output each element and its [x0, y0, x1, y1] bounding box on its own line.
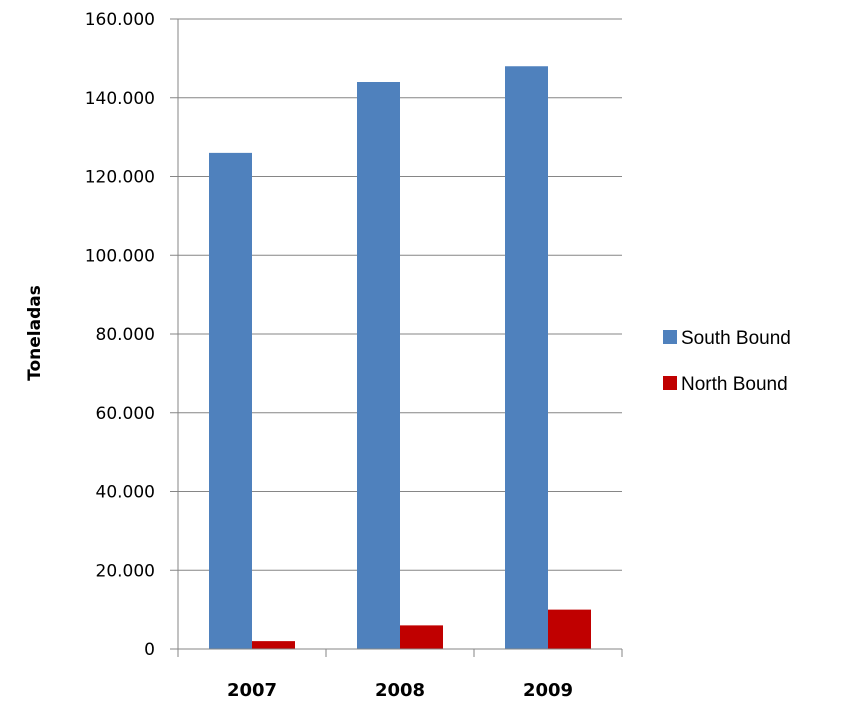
y-tick-label: 40.000	[96, 483, 155, 503]
legend-label: South Bound	[681, 328, 791, 349]
legend-swatch	[663, 376, 677, 390]
bar-south-bound-2009	[505, 66, 548, 649]
x-tick-label: 2007	[227, 680, 277, 701]
legend: South Bound North Bound	[663, 328, 791, 395]
x-axis-ticks: 2007 2008 2009	[177, 649, 623, 701]
x-tick-label: 2008	[375, 680, 425, 701]
y-tick-label: 20.000	[96, 561, 155, 581]
y-tick-label: 100.000	[85, 246, 155, 266]
y-tick-label: 0	[144, 640, 155, 660]
bars	[209, 66, 591, 649]
bar-north-bound-2009	[548, 609, 591, 649]
y-tick-label: 80.000	[96, 325, 155, 345]
legend-label: North Bound	[681, 374, 788, 395]
legend-swatch	[663, 330, 677, 344]
bar-south-bound-2007	[209, 152, 252, 649]
bar-north-bound-2007	[252, 641, 295, 649]
axes	[177, 19, 622, 650]
bar-south-bound-2008	[357, 82, 400, 649]
bar-north-bound-2008	[400, 625, 443, 649]
y-tick-label: 160.000	[85, 10, 155, 30]
y-axis-ticks: 0 20.000 40.000 60.000 80.000 100.000 120.000 1…	[85, 10, 178, 660]
y-tick-label: 60.000	[96, 404, 155, 424]
y-tick-label: 140.000	[85, 89, 155, 109]
y-tick-label: 120.000	[85, 168, 155, 188]
x-tick-label: 2009	[523, 680, 573, 701]
y-axis-label: Toneladas	[25, 285, 45, 381]
